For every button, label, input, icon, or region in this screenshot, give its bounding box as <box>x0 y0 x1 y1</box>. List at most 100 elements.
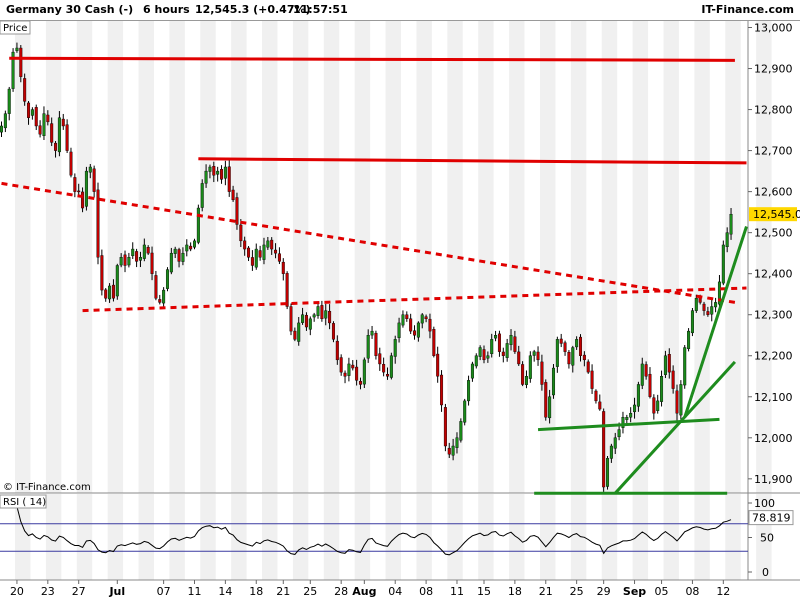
x-tick-label: 18 <box>249 585 263 598</box>
candle-body <box>3 113 7 129</box>
candle-body <box>694 298 698 311</box>
candle-body <box>710 306 714 315</box>
candle-body <box>401 314 405 326</box>
x-tick-label: 07 <box>157 585 171 598</box>
candle-body <box>555 339 559 367</box>
candle-body <box>416 322 420 338</box>
candle-body <box>150 252 154 274</box>
x-tick-label: 05 <box>655 585 669 598</box>
candle-body <box>478 347 482 357</box>
candle-body <box>571 347 575 366</box>
candle-body <box>142 244 146 259</box>
candle-body <box>289 306 293 332</box>
candle-body <box>189 245 193 250</box>
candle-body <box>308 318 312 330</box>
candle-body <box>358 380 362 385</box>
candle-body <box>648 373 652 397</box>
rsi-line <box>5 505 732 556</box>
candle-body <box>266 240 270 248</box>
candle-body <box>729 213 733 235</box>
x-tick-label: 27 <box>72 585 86 598</box>
y-tick-label: 12,300 <box>754 309 793 322</box>
candle-body <box>617 429 621 438</box>
candle-body <box>162 289 166 304</box>
day-band <box>632 494 649 580</box>
candle-body <box>277 253 281 262</box>
day-band <box>200 494 216 580</box>
candles-layer <box>0 42 733 492</box>
candle-body <box>119 257 123 266</box>
candle-body <box>254 248 258 268</box>
x-tick-label: 18 <box>508 585 522 598</box>
candle-body <box>304 314 308 328</box>
candle-body <box>382 363 386 373</box>
candle-body <box>88 166 92 173</box>
x-tick-label: 12 <box>716 585 730 598</box>
candle-body <box>714 302 718 308</box>
candle-body <box>540 361 544 385</box>
candle-body <box>389 355 393 378</box>
candle-body <box>459 421 463 441</box>
candle-body <box>281 261 285 274</box>
candle-body <box>567 352 571 365</box>
candle-body <box>135 251 139 262</box>
candle-body <box>656 400 660 411</box>
candle-body <box>687 330 691 349</box>
candle-body <box>239 224 243 242</box>
candle-body <box>667 354 671 373</box>
candle-body <box>482 349 486 361</box>
candle-body <box>440 374 444 406</box>
candle-body <box>625 417 629 420</box>
day-band <box>416 494 432 580</box>
candle-body <box>409 318 413 332</box>
candle-body <box>250 257 254 266</box>
y-tick-label: 12,600 <box>754 186 793 199</box>
day-band <box>725 494 741 580</box>
candle-body <box>77 190 81 193</box>
candle-body <box>366 335 370 359</box>
candle-body <box>644 364 648 377</box>
chart-header: Germany 30 Cash (-) 6 hours 12,545.3 (+0… <box>0 0 800 21</box>
candle-body <box>602 411 606 488</box>
candle-body <box>181 252 185 262</box>
candle-body <box>115 265 119 297</box>
day-band <box>478 494 494 580</box>
day-band <box>76 494 93 580</box>
x-tick-label: Aug <box>352 585 376 598</box>
day-band <box>725 20 741 493</box>
candle-body <box>38 125 42 135</box>
day-band <box>570 20 587 493</box>
candle-body <box>725 232 729 248</box>
candle-body <box>613 437 617 449</box>
day-band <box>45 494 62 580</box>
candle-body <box>297 322 301 342</box>
x-tick-label: 11 <box>188 585 202 598</box>
candle-body <box>331 323 335 340</box>
candle-body <box>328 310 332 324</box>
day-band <box>601 20 618 493</box>
y-tick-label: 11,900 <box>754 473 793 486</box>
candle-body <box>196 207 200 243</box>
candle-body <box>123 254 127 266</box>
candle-body <box>606 458 610 487</box>
candle-body <box>30 109 34 116</box>
candle-body <box>61 118 65 127</box>
x-tick-label: 21 <box>276 585 290 598</box>
brand-label: IT-Finance.com <box>701 3 794 16</box>
candle-body <box>96 189 100 258</box>
candle-body <box>548 396 552 419</box>
day-band <box>756 20 772 493</box>
support-trendline <box>537 417 720 432</box>
day-band <box>231 494 247 580</box>
candle-body <box>343 372 347 377</box>
candle-body <box>436 353 440 377</box>
day-band <box>292 494 309 580</box>
candle-body <box>285 273 289 307</box>
candle-body <box>216 170 220 175</box>
candle-body <box>374 332 378 356</box>
candle-body <box>227 166 231 192</box>
candle-body <box>262 244 266 260</box>
candle-body <box>192 240 196 248</box>
candle-body <box>355 366 359 381</box>
candle-body <box>386 373 390 377</box>
